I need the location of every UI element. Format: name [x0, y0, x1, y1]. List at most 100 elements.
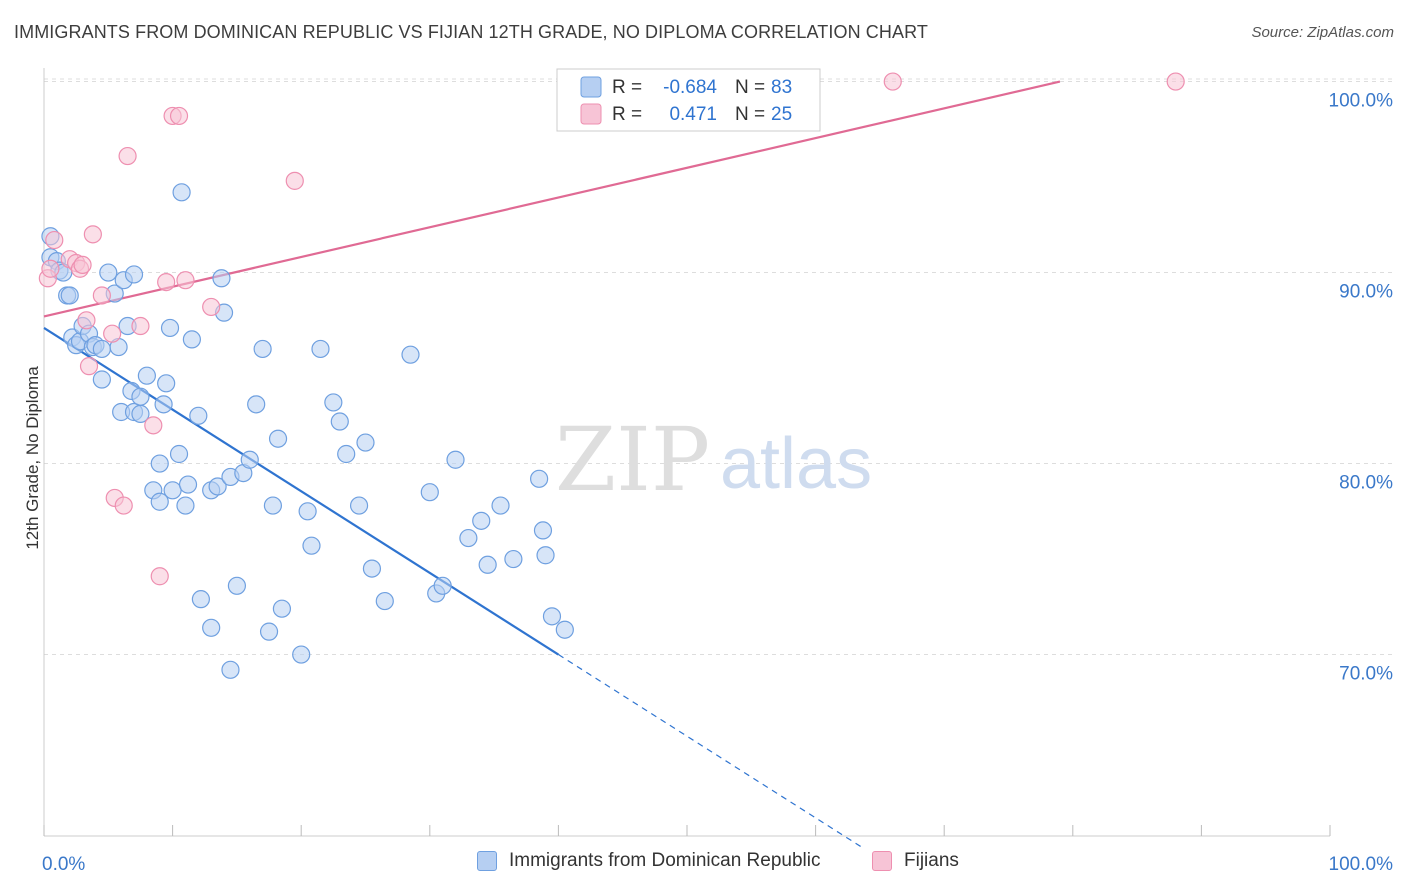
legend-swatch-blue	[580, 76, 602, 98]
data-point-dominican	[504, 549, 523, 569]
data-point-dominican	[247, 395, 266, 414]
data-point-dominican	[263, 496, 283, 515]
data-point-dominican	[92, 339, 111, 359]
chart-title: IMMIGRANTS FROM DOMINICAN REPUBLIC VS FI…	[14, 22, 928, 42]
data-point-dominican	[533, 521, 553, 540]
data-point-dominican	[472, 511, 491, 530]
y-tick-label: 90.0%	[1339, 282, 1393, 303]
data-point-dominican	[362, 559, 382, 578]
data-point-dominican	[191, 590, 210, 609]
stats-legend: R = -0.684 N = 83 R = 0.471 N = 25	[556, 68, 821, 132]
data-point-dominican	[292, 645, 311, 664]
data-point-dominican	[150, 454, 169, 473]
data-point-dominican	[530, 469, 549, 488]
data-point-dominican	[202, 618, 221, 637]
data-point-dominican	[259, 622, 279, 641]
data-point-dominican	[99, 263, 118, 282]
data-point-fijian	[79, 357, 99, 376]
data-point-dominican	[163, 481, 182, 500]
data-point-dominican	[401, 345, 420, 364]
svg-text:N =: N =	[735, 104, 765, 125]
data-point-fijian	[92, 286, 111, 305]
trend-line-dominican	[43, 327, 559, 656]
x-tick-label-max: 100.0%	[1329, 854, 1394, 875]
data-point-dominican	[154, 395, 173, 414]
data-point-fijian	[150, 567, 169, 586]
data-point-fijian	[118, 146, 137, 166]
watermark-zip: ZIP	[555, 408, 710, 511]
data-point-fijian	[83, 225, 102, 244]
data-point-fijian	[131, 316, 150, 336]
svg-text:R =: R =	[612, 104, 642, 125]
data-point-dominican	[189, 406, 208, 425]
data-point-dominican	[433, 576, 452, 595]
data-point-dominican	[176, 496, 195, 515]
data-point-dominican	[60, 286, 79, 305]
trend-line-dominican-extension	[558, 654, 861, 847]
legend-label-dominican: Immigrants from Dominican Republic	[509, 850, 821, 871]
data-point-dominican	[160, 318, 180, 338]
data-point-dominican	[268, 429, 288, 448]
x-tick-label-min: 0.0%	[42, 854, 85, 875]
data-point-dominican	[92, 370, 111, 389]
legend-label-fijians: Fijians	[904, 850, 959, 871]
data-point-fijian	[45, 230, 64, 250]
legend-swatch-dominican	[477, 851, 497, 871]
data-point-dominican	[253, 339, 272, 359]
legend-n-blue: 83	[771, 77, 792, 98]
data-point-fijian	[169, 106, 189, 126]
watermark-atlas: atlas	[720, 424, 872, 504]
data-point-dominican	[221, 660, 240, 679]
data-point-fijian	[41, 259, 60, 278]
data-point-dominican	[330, 412, 349, 431]
data-point-dominican	[542, 607, 562, 626]
data-point-dominican	[491, 496, 510, 515]
data-point-dominican	[212, 269, 231, 288]
data-point-dominican	[324, 393, 343, 412]
data-point-dominican	[178, 475, 198, 494]
data-point-fijian	[77, 311, 96, 330]
data-point-dominican	[124, 265, 144, 284]
y-axis-label: 12th Grade, No Diploma	[23, 366, 42, 550]
data-point-dominican	[208, 477, 227, 496]
svg-text:N =: N =	[735, 77, 765, 98]
data-point-dominican	[311, 339, 330, 359]
data-point-dominican	[459, 528, 478, 548]
data-point-fijian	[114, 496, 133, 515]
data-point-dominican	[536, 546, 555, 565]
data-point-dominican	[302, 536, 321, 555]
chart-source: Source: ZipAtlas.com	[1251, 24, 1394, 41]
data-point-dominican	[137, 366, 156, 385]
y-tick-label: 80.0%	[1339, 473, 1393, 494]
legend-item-fijians[interactable]: Fijians	[872, 850, 959, 872]
data-point-dominican	[227, 576, 246, 595]
data-point-dominican	[272, 599, 292, 618]
y-tick-label: 70.0%	[1339, 664, 1393, 685]
data-point-fijian	[1166, 72, 1185, 91]
data-point-dominican	[446, 450, 465, 469]
data-point-fijian	[176, 271, 195, 290]
data-point-fijian	[103, 324, 122, 343]
data-point-dominican	[337, 444, 356, 464]
data-point-fijian	[202, 297, 221, 317]
data-point-dominican	[349, 496, 369, 515]
svg-text:R =: R =	[612, 77, 642, 98]
data-point-dominican	[150, 492, 169, 511]
data-point-dominican	[169, 444, 189, 464]
data-point-dominican	[240, 450, 259, 469]
legend-swatch-pink	[580, 103, 602, 125]
data-point-dominican	[420, 483, 439, 502]
data-point-fijian	[73, 255, 92, 275]
data-point-dominican	[555, 620, 574, 639]
legend-swatch-fijians	[872, 851, 892, 871]
legend-item-dominican[interactable]: Immigrants from Dominican Republic	[477, 850, 821, 872]
data-point-dominican	[478, 555, 497, 574]
data-point-dominican	[182, 330, 201, 349]
data-point-dominican	[356, 433, 375, 452]
data-point-dominican	[298, 502, 317, 521]
data-point-dominican	[157, 374, 176, 393]
legend-r-pink: 0.471	[669, 104, 717, 125]
y-tick-label: 100.0%	[1329, 91, 1394, 112]
trend-line-fijian	[43, 80, 1061, 318]
